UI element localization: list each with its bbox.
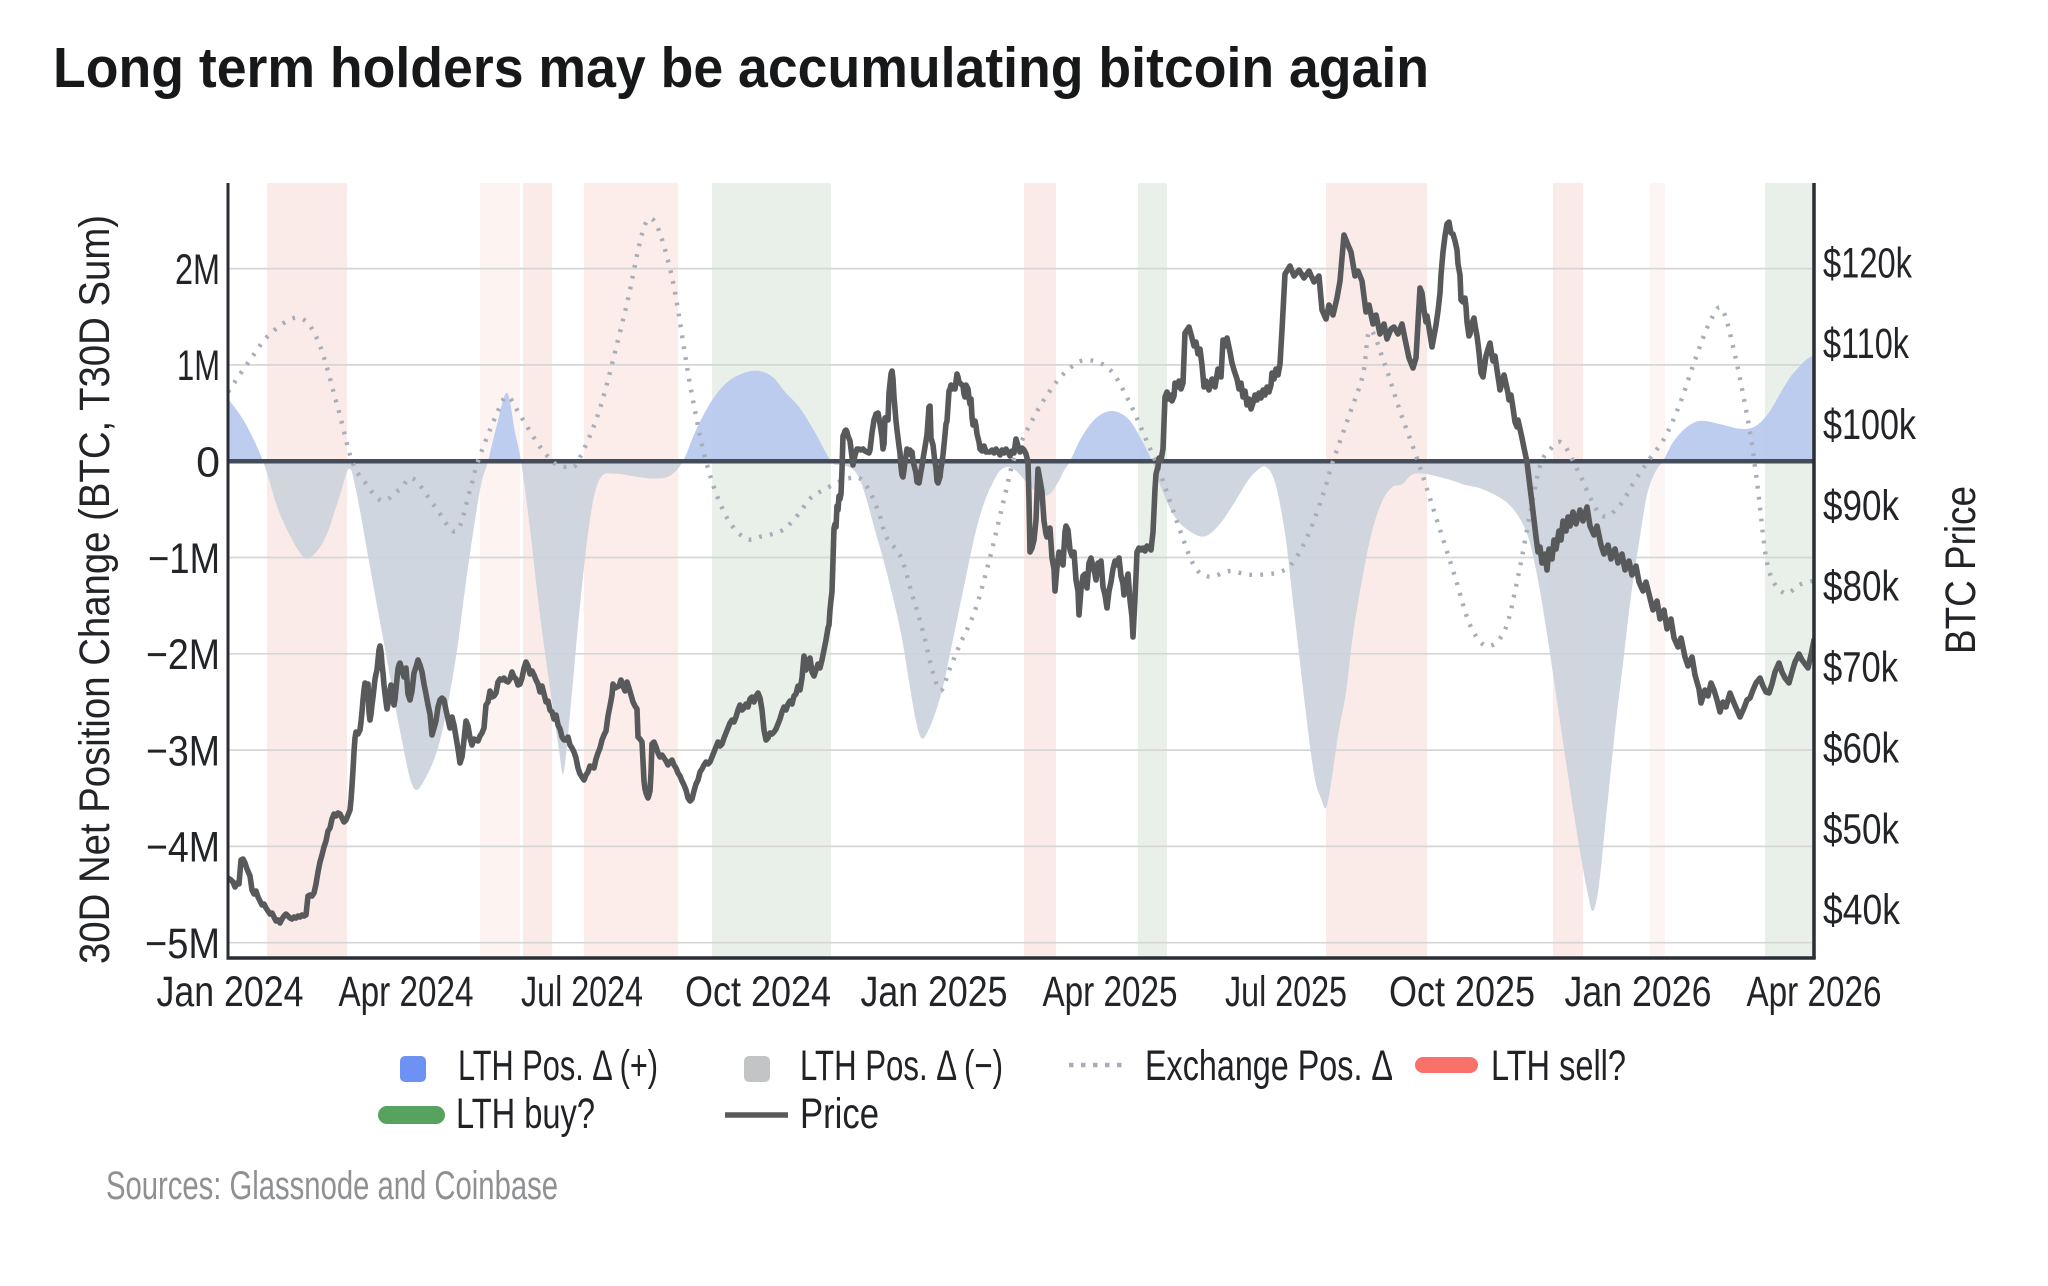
svg-text:Sources: Glassnode and Coinbas: Sources: Glassnode and Coinbase — [106, 1164, 558, 1208]
svg-text:0: 0 — [196, 439, 220, 487]
svg-text:LTH buy?: LTH buy? — [456, 1090, 595, 1138]
svg-text:LTH sell?: LTH sell? — [1491, 1042, 1626, 1090]
svg-text:Jul 2025: Jul 2025 — [1225, 968, 1347, 1016]
svg-text:$70k: $70k — [1823, 644, 1898, 692]
svg-text:Price: Price — [800, 1090, 879, 1138]
svg-text:Jan 2026: Jan 2026 — [1565, 968, 1712, 1016]
svg-text:Long term holders may be accum: Long term holders may be accumulating bi… — [53, 36, 1429, 100]
svg-text:Oct 2025: Oct 2025 — [1389, 968, 1535, 1016]
svg-text:$50k: $50k — [1823, 805, 1899, 853]
svg-text:$40k: $40k — [1823, 886, 1900, 934]
svg-text:$60k: $60k — [1823, 724, 1899, 772]
svg-text:Apr 2026: Apr 2026 — [1747, 968, 1882, 1016]
svg-text:Exchange Pos. Δ: Exchange Pos. Δ — [1145, 1042, 1393, 1090]
svg-text:Oct 2024: Oct 2024 — [685, 968, 831, 1016]
svg-text:$80k: $80k — [1823, 563, 1899, 611]
svg-text:$90k: $90k — [1823, 482, 1899, 530]
svg-text:LTH Pos. Δ (+): LTH Pos. Δ (+) — [458, 1042, 658, 1090]
svg-text:BTC Price: BTC Price — [1937, 486, 1985, 654]
svg-text:$120k: $120k — [1823, 239, 1912, 287]
svg-text:Jan 2024: Jan 2024 — [157, 968, 304, 1016]
svg-text:Jul 2024: Jul 2024 — [521, 968, 643, 1016]
svg-text:−5M: −5M — [145, 920, 220, 968]
svg-text:−3M: −3M — [146, 727, 220, 775]
svg-text:1M: 1M — [177, 342, 220, 390]
svg-text:2M: 2M — [175, 246, 220, 294]
svg-text:−2M: −2M — [146, 631, 220, 679]
svg-text:−4M: −4M — [146, 824, 220, 872]
svg-text:30D Net Position Change (BTC,: 30D Net Position Change (BTC, T30D Sum) — [71, 215, 119, 964]
svg-text:LTH Pos. Δ (−): LTH Pos. Δ (−) — [800, 1042, 1003, 1090]
svg-text:Apr 2024: Apr 2024 — [339, 968, 474, 1016]
svg-text:$110k: $110k — [1823, 320, 1909, 368]
svg-text:−1M: −1M — [148, 535, 220, 583]
svg-text:$100k: $100k — [1823, 401, 1916, 449]
svg-text:Jan 2025: Jan 2025 — [861, 968, 1008, 1016]
svg-text:Apr 2025: Apr 2025 — [1043, 968, 1178, 1016]
